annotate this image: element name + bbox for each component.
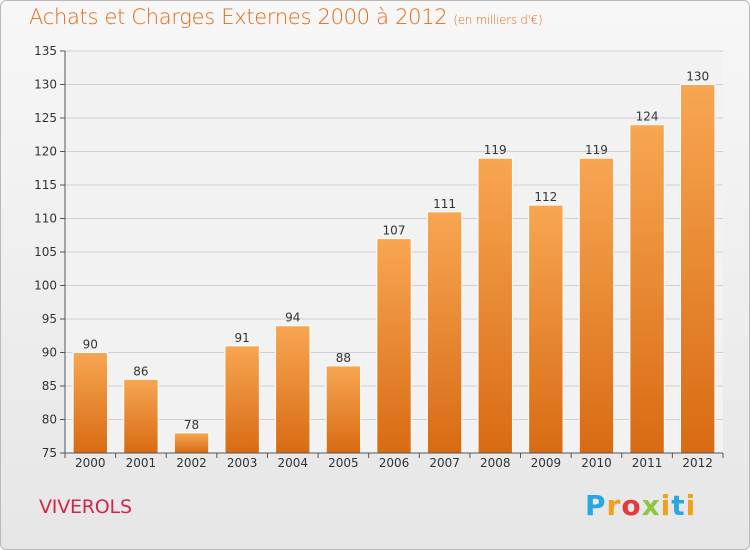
bar: [477, 157, 513, 454]
x-tick-label: 2004: [277, 456, 308, 470]
x-tick-label: 2005: [328, 456, 359, 470]
x-tick-label: 2003: [227, 456, 258, 470]
logo-letter: x: [641, 489, 661, 522]
x-tick-label: 2011: [632, 456, 663, 470]
data-label: 91: [235, 331, 250, 345]
y-tick-label: 85: [42, 379, 57, 393]
y-tick-label: 115: [34, 178, 57, 192]
logo-letter: P: [585, 489, 607, 522]
bar: [224, 345, 260, 454]
bar: [72, 352, 109, 454]
logo-letter: i: [685, 489, 697, 522]
y-tick-label: 120: [34, 145, 57, 159]
bar: [275, 325, 311, 454]
x-tick-label: 2006: [379, 456, 410, 470]
x-tick-label: 2001: [126, 456, 157, 470]
data-label: 86: [133, 364, 148, 378]
logo-letter: t: [671, 489, 686, 522]
bar: [629, 124, 665, 454]
chart-title: Achats et Charges Externes 2000 à 2012 (e…: [29, 5, 543, 29]
y-tick-label: 125: [34, 111, 57, 125]
data-label: 130: [686, 70, 709, 84]
y-tick-label: 80: [42, 413, 57, 427]
data-label: 119: [585, 143, 608, 157]
y-tick-label: 95: [42, 312, 57, 326]
bar: [123, 378, 159, 454]
bar: [528, 204, 564, 454]
bar: [376, 238, 412, 454]
x-tick-label: 2007: [429, 456, 460, 470]
bar: [325, 365, 362, 454]
x-tick-label: 2009: [531, 456, 562, 470]
y-tick-label: 90: [42, 346, 57, 360]
x-tick-label: 2008: [480, 456, 511, 470]
proxiti-logo: Proxiti: [585, 489, 696, 522]
y-tick-label: 100: [34, 279, 57, 293]
data-label: 90: [83, 338, 98, 352]
logo-letter: r: [606, 489, 622, 522]
data-label: 107: [383, 224, 406, 238]
y-tick-label: 110: [34, 212, 57, 226]
data-label: 78: [184, 418, 199, 432]
data-label: 94: [285, 311, 300, 325]
logo-letter: o: [621, 489, 642, 522]
bar: [426, 211, 463, 454]
x-tick-label: 2010: [581, 456, 612, 470]
bar: [173, 432, 210, 454]
y-tick-label: 130: [34, 78, 57, 92]
data-label: 111: [433, 197, 456, 211]
data-label: 124: [636, 110, 659, 124]
y-tick-label: 135: [34, 44, 57, 58]
commune-name: VIVEROLS: [39, 496, 132, 518]
bar: [578, 157, 615, 454]
bar: [679, 84, 716, 454]
logo-letter: i: [660, 489, 672, 522]
chart-title-text: Achats et Charges Externes 2000 à 2012: [29, 5, 448, 29]
x-tick-label: 2002: [176, 456, 207, 470]
data-label: 88: [336, 351, 351, 365]
chart-unit: (en milliers d'€): [453, 13, 543, 27]
x-tick-label: 2012: [682, 456, 713, 470]
data-label: 119: [484, 143, 507, 157]
x-tick-label: 2000: [75, 456, 106, 470]
data-label: 112: [534, 190, 557, 204]
y-tick-label: 105: [34, 245, 57, 259]
y-tick-label: 75: [42, 446, 57, 460]
